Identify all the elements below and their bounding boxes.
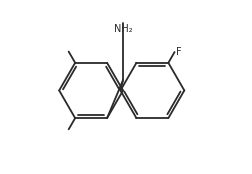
Text: NH₂: NH₂ [113,24,132,34]
Text: F: F [175,47,181,57]
